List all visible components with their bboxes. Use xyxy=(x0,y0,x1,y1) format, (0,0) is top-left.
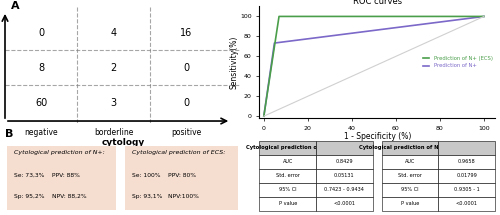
FancyBboxPatch shape xyxy=(125,146,238,210)
Text: 2: 2 xyxy=(110,63,117,73)
Text: 8: 8 xyxy=(38,63,44,73)
Text: 60: 60 xyxy=(35,98,48,108)
Text: 3: 3 xyxy=(110,98,117,108)
Text: Se: 73,3%    PPV: 88%: Se: 73,3% PPV: 88% xyxy=(14,172,80,178)
Title: ROC curves: ROC curves xyxy=(352,0,402,6)
Text: A: A xyxy=(11,1,20,11)
Text: C: C xyxy=(212,0,220,2)
Text: 4: 4 xyxy=(110,28,117,38)
X-axis label: 1 - Specificity (%): 1 - Specificity (%) xyxy=(344,132,411,141)
Text: B: B xyxy=(5,129,14,139)
Text: 0: 0 xyxy=(183,98,190,108)
Text: Cytological prediction of N+:: Cytological prediction of N+: xyxy=(14,150,105,155)
FancyBboxPatch shape xyxy=(8,146,116,210)
X-axis label: cytology: cytology xyxy=(101,138,144,147)
Legend: Prediction of N+ (ECS), Prediction of N+: Prediction of N+ (ECS), Prediction of N+ xyxy=(421,54,494,71)
Text: Cytological prediction of ECS:: Cytological prediction of ECS: xyxy=(132,150,226,155)
Text: Sp: 93,1%   NPV:100%: Sp: 93,1% NPV:100% xyxy=(132,194,199,199)
Text: 16: 16 xyxy=(180,28,192,38)
Text: 0: 0 xyxy=(183,63,190,73)
Y-axis label: Sensitivity(%): Sensitivity(%) xyxy=(230,36,239,89)
Text: Sp: 95,2%    NPV: 88,2%: Sp: 95,2% NPV: 88,2% xyxy=(14,194,87,199)
Text: 0: 0 xyxy=(38,28,44,38)
Text: Se: 100%    PPV: 80%: Se: 100% PPV: 80% xyxy=(132,172,196,178)
